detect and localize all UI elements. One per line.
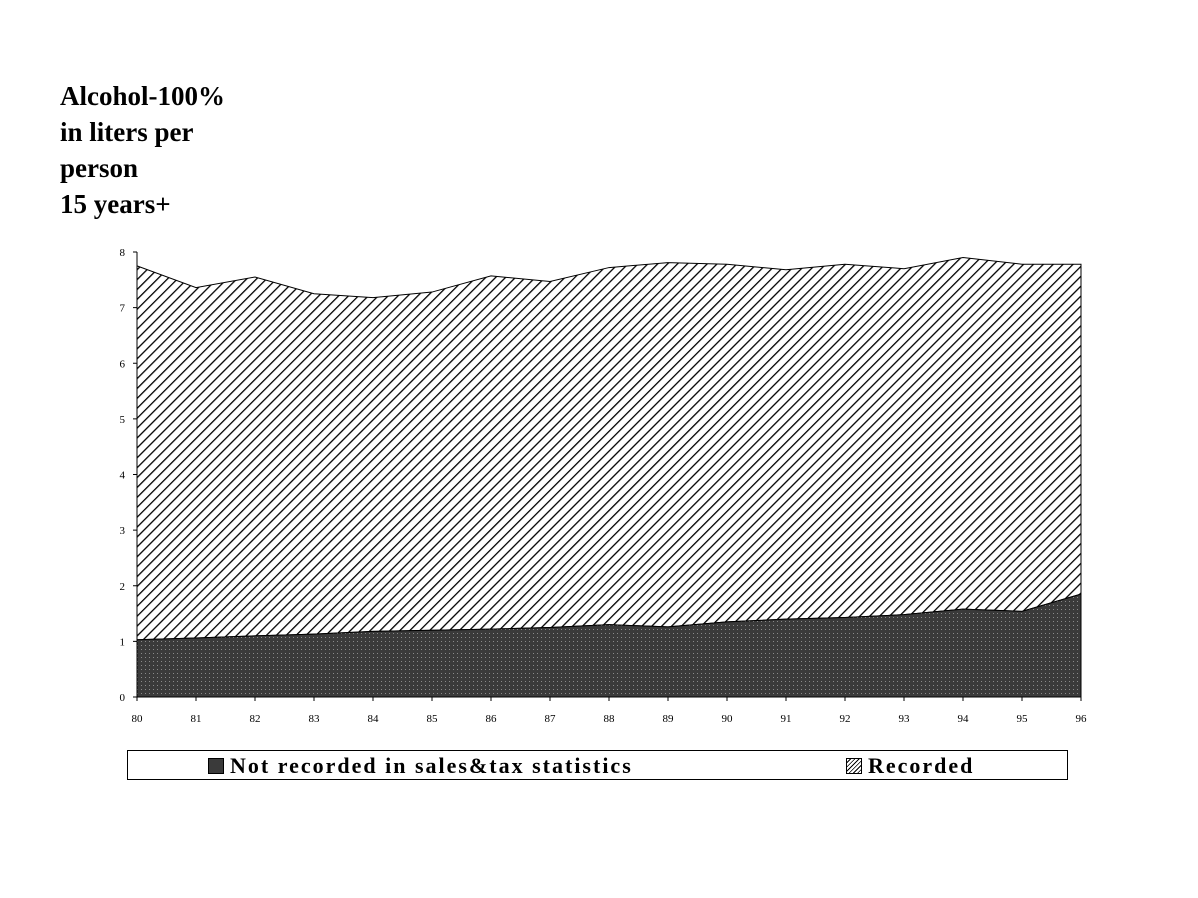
legend-label: Not recorded in sales&tax statistics	[230, 753, 633, 778]
x-tick-label: 87	[545, 713, 557, 725]
y-axis-title: Alcohol-100% in liters per person 15 yea…	[60, 78, 225, 222]
x-tick-label: 92	[840, 713, 851, 725]
x-tick-label: 95	[1017, 713, 1029, 725]
x-tick-label: 83	[309, 713, 321, 725]
y-axis-title-line: in liters per	[60, 117, 194, 147]
y-axis-title-line: 15 years+	[60, 189, 171, 219]
legend-item-not-recorded: Not recorded in sales&tax statistics	[208, 753, 633, 779]
y-axis-title-line: person	[60, 153, 139, 183]
y-tick-label: 4	[120, 470, 126, 482]
x-tick-label: 90	[722, 713, 734, 725]
legend: Not recorded in sales&tax statistics Rec…	[127, 750, 1068, 780]
y-axis-title-line: Alcohol-100%	[60, 81, 225, 111]
y-tick-label: 2	[120, 581, 126, 593]
y-tick-label: 3	[120, 525, 126, 537]
y-tick-label: 1	[120, 636, 126, 648]
x-tick-label: 82	[250, 713, 261, 725]
x-tick-label: 86	[486, 713, 498, 725]
y-tick-label: 8	[120, 247, 126, 259]
x-tick-label: 96	[1076, 713, 1088, 725]
x-tick-label: 85	[427, 713, 439, 725]
x-tick-label: 93	[899, 713, 911, 725]
legend-swatch-hatched	[846, 758, 862, 774]
x-tick-label: 81	[191, 713, 202, 725]
legend-item-recorded: Recorded	[846, 753, 974, 779]
x-tick-label: 88	[604, 713, 616, 725]
x-tick-label: 91	[781, 713, 792, 725]
stacked-area-chart: 0 1 2 3 4 5 6 7 8 80 81 82 83 84 85 86 87 88 89 90 91 92 93 94 9…	[120, 247, 1088, 725]
x-tick-label: 89	[663, 713, 675, 725]
y-tick-label: 6	[120, 358, 126, 370]
x-tick-label: 84	[368, 713, 380, 725]
y-tick-label: 0	[120, 692, 126, 704]
legend-swatch-dotted	[208, 758, 224, 774]
area-recorded	[136, 257, 1082, 641]
x-tick-label: 80	[132, 713, 144, 725]
y-tick-label: 7	[120, 303, 126, 315]
x-tick-label: 94	[958, 713, 970, 725]
y-tick-label: 5	[120, 414, 126, 426]
area-not-recorded	[136, 593, 1082, 698]
legend-label: Recorded	[868, 753, 975, 778]
